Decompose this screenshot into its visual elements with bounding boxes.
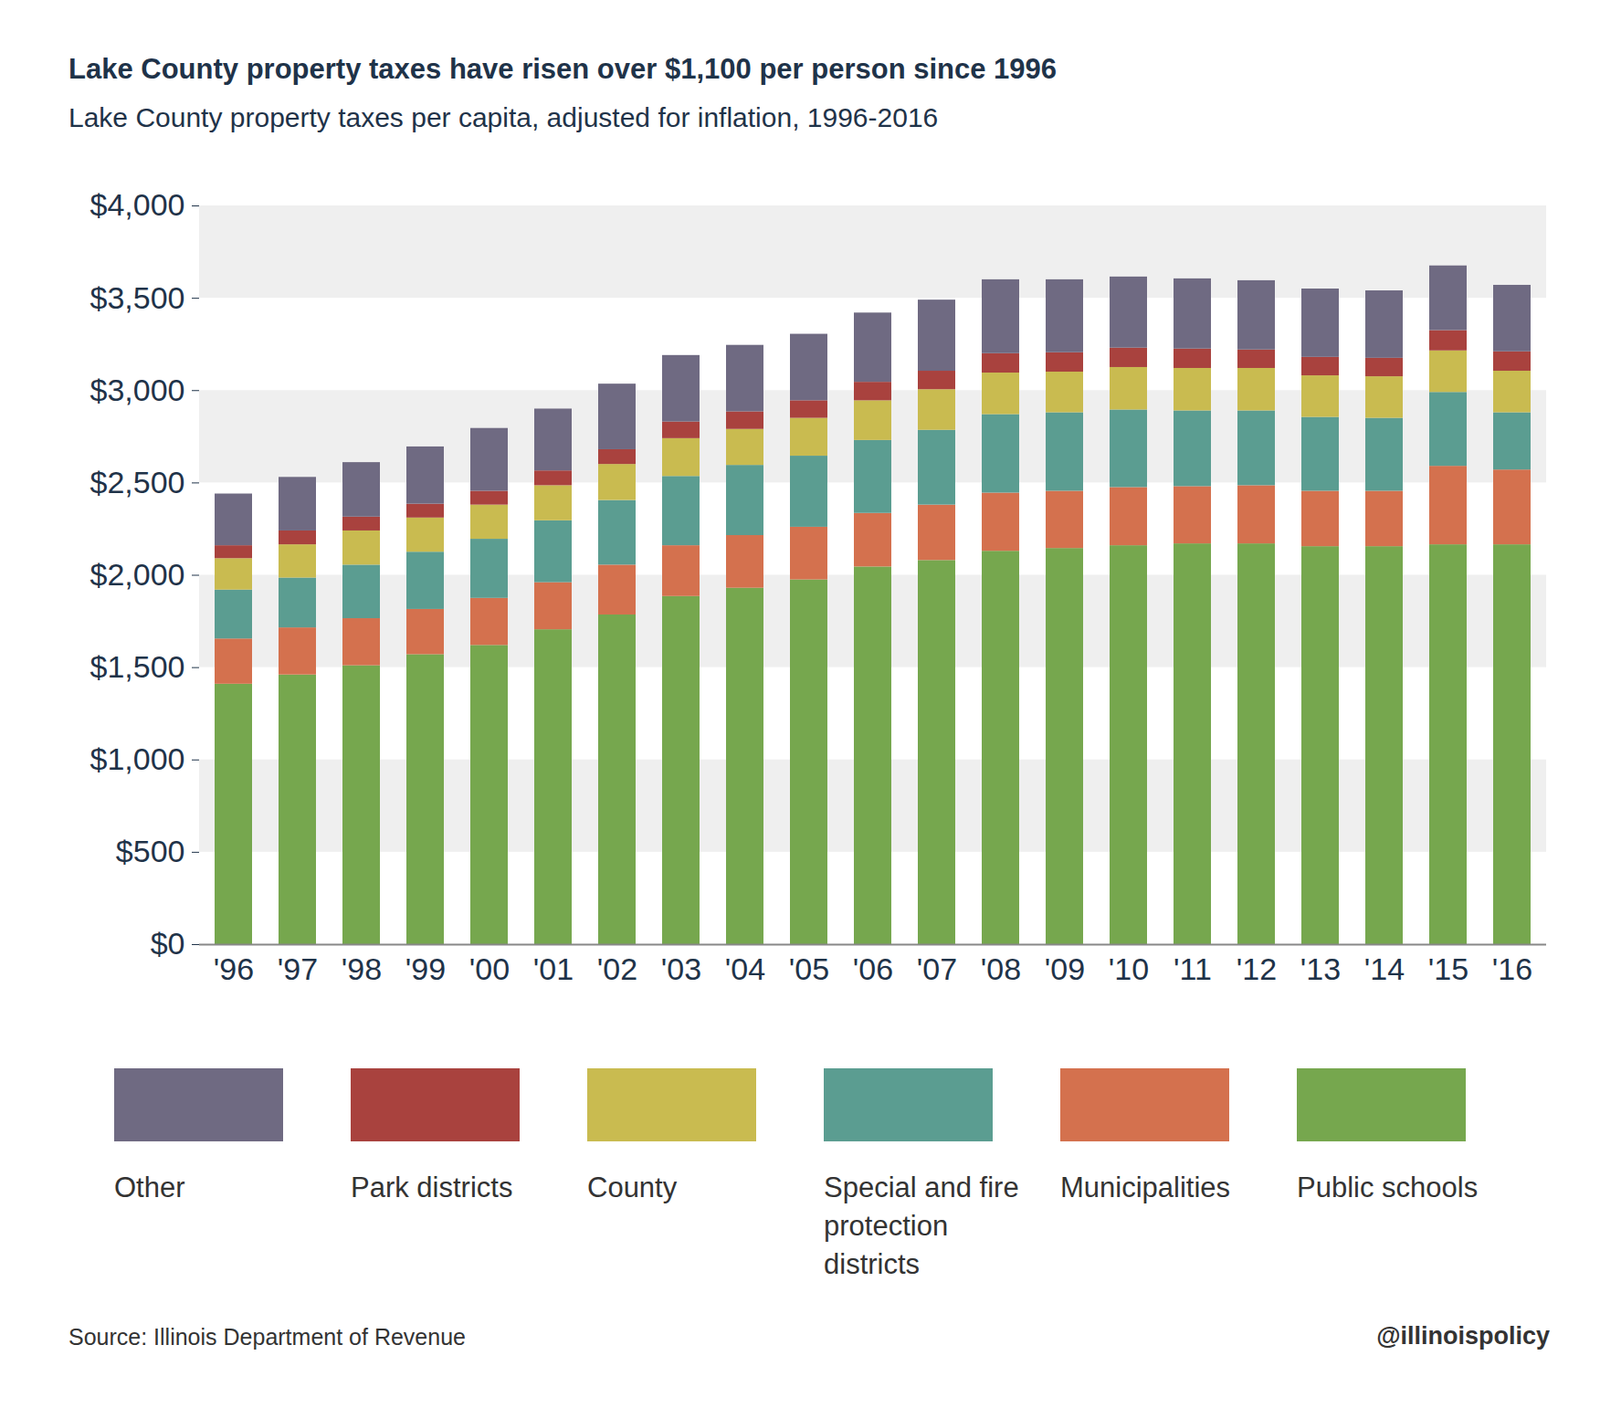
svg-text:'01: '01 xyxy=(533,951,574,987)
svg-text:$4,000: $4,000 xyxy=(90,187,186,222)
svg-text:$3,000: $3,000 xyxy=(90,372,186,408)
svg-text:'96: '96 xyxy=(213,951,254,987)
svg-text:'98: '98 xyxy=(341,951,382,987)
svg-text:'03: '03 xyxy=(661,951,702,987)
svg-text:'15: '15 xyxy=(1428,951,1469,987)
svg-text:'12: '12 xyxy=(1236,951,1277,987)
html-text:Public schools: Public schools xyxy=(1296,1171,1478,1204)
html-text:Park districts: Park districts xyxy=(350,1171,513,1204)
html-text:Lake County property taxes hav: Lake County property taxes have risen ov… xyxy=(68,52,1057,85)
svg-text:$500: $500 xyxy=(115,833,186,869)
svg-text:$3,500: $3,500 xyxy=(90,280,186,316)
svg-text:'13: '13 xyxy=(1300,951,1341,987)
html-text:Special and fire protection di: Special and fire protection districts xyxy=(823,1171,1019,1281)
svg-text:'00: '00 xyxy=(469,951,510,987)
svg-text:'99: '99 xyxy=(405,951,446,987)
svg-text:'10: '10 xyxy=(1108,951,1149,987)
svg-text:'07: '07 xyxy=(916,951,958,987)
html-text:Other: Other xyxy=(114,1171,185,1204)
svg-text:'16: '16 xyxy=(1492,951,1533,987)
html-text:County: County xyxy=(587,1171,677,1204)
html-text:@illinoispolicy: @illinoispolicy xyxy=(1376,1322,1550,1350)
html-text:Source: Illinois Department of: Source: Illinois Department of Revenue xyxy=(68,1324,466,1350)
svg-text:'05: '05 xyxy=(789,951,830,987)
svg-text:'09: '09 xyxy=(1044,951,1085,987)
svg-text:'97: '97 xyxy=(277,951,318,987)
html-text:Municipalities: Municipalities xyxy=(1060,1171,1231,1204)
svg-text:'02: '02 xyxy=(597,951,638,987)
svg-text:$1,000: $1,000 xyxy=(90,741,186,777)
svg-text:'06: '06 xyxy=(852,951,894,987)
svg-text:$2,500: $2,500 xyxy=(90,464,186,500)
svg-text:$2,000: $2,000 xyxy=(90,557,186,592)
svg-text:'11: '11 xyxy=(1173,951,1212,987)
svg-text:'04: '04 xyxy=(725,951,766,987)
svg-text:$1,500: $1,500 xyxy=(90,649,186,685)
html-text:Lake County property taxes per: Lake County property taxes per capita, a… xyxy=(68,102,939,133)
svg-text:$0: $0 xyxy=(150,926,186,961)
svg-text:'14: '14 xyxy=(1364,951,1405,987)
svg-text:'08: '08 xyxy=(980,951,1022,987)
